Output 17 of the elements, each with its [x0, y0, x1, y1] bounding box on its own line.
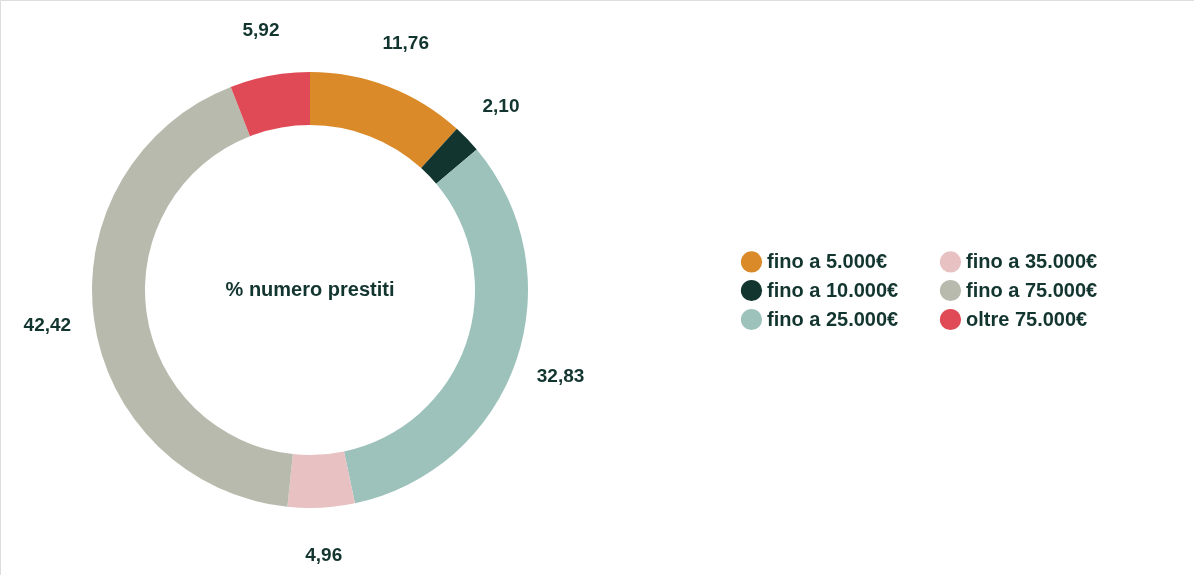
data-label: 5,92 [242, 18, 280, 40]
donut-slice [287, 451, 355, 508]
donut-slice [310, 72, 457, 169]
legend-label: fino a 5.000€ [767, 249, 888, 272]
donut-slice [421, 128, 477, 184]
donut-slice [230, 72, 310, 137]
data-label: 42,42 [23, 314, 72, 336]
data-label: 4,96 [305, 543, 343, 565]
legend-label: fino a 25.000€ [767, 307, 899, 330]
legend-label: fino a 10.000€ [767, 278, 899, 301]
legend-label: fino a 35.000€ [966, 249, 1098, 272]
legend-label: fino a 75.000€ [966, 278, 1098, 301]
data-label: 11,76 [382, 31, 429, 53]
text: % numero prestiti [225, 278, 395, 300]
data-label: 32,83 [536, 365, 585, 387]
data-label: 2,10 [482, 95, 520, 117]
legend-label: oltre 75.000€ [966, 307, 1088, 330]
